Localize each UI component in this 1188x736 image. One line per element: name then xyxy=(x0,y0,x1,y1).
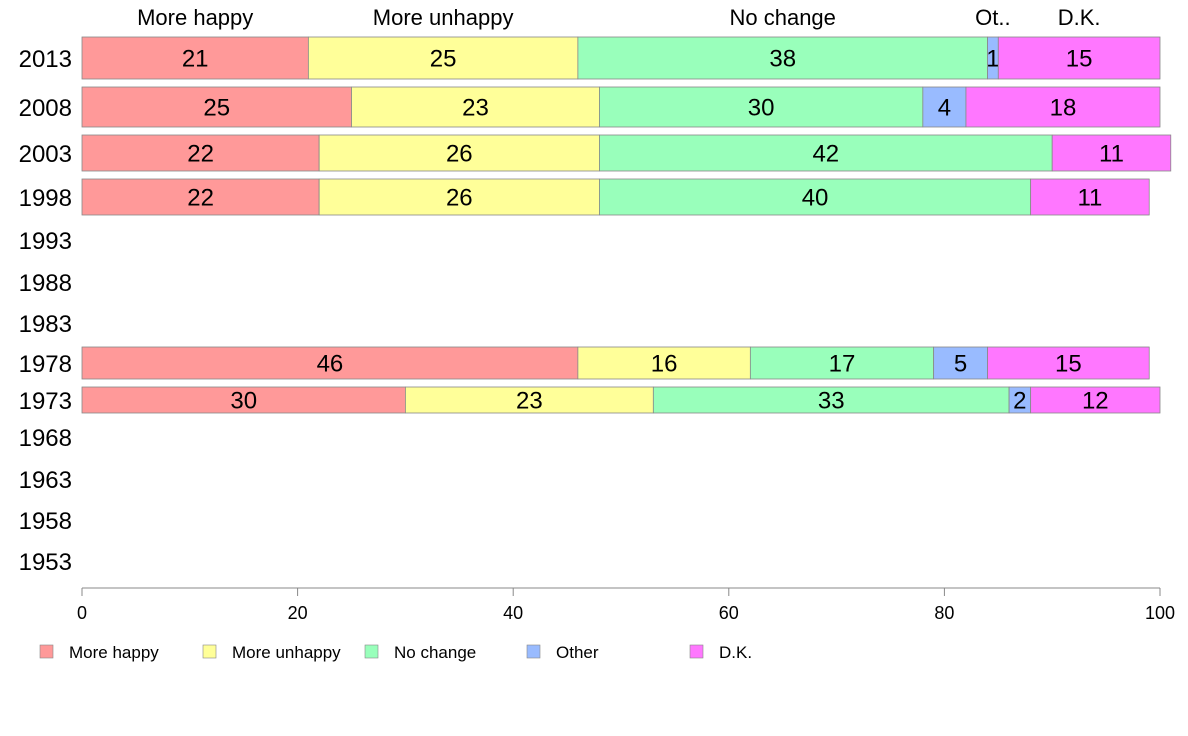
bar-segment-2003-1 xyxy=(318,134,600,172)
legend-swatch-4 xyxy=(689,644,704,659)
bar-segment-1978-0 xyxy=(81,346,579,380)
bar-label-2013-2: 38 xyxy=(769,46,796,73)
bar-label-1973-2: 33 xyxy=(818,388,845,415)
year-label-1978: 1978 xyxy=(19,351,72,378)
year-label-1963: 1963 xyxy=(19,467,72,494)
bar-label-1973-1: 23 xyxy=(516,388,543,415)
year-label-1983: 1983 xyxy=(19,311,72,338)
year-label-1953: 1953 xyxy=(19,549,72,576)
bar-label-1978-2: 17 xyxy=(829,351,856,378)
bar-label-1973-3: 2 xyxy=(1013,388,1026,415)
bar-label-1978-3: 5 xyxy=(954,351,967,378)
bar-label-1978-1: 16 xyxy=(651,351,678,378)
bar-label-2008-4: 18 xyxy=(1050,95,1077,122)
bar-label-2008-1: 23 xyxy=(462,95,489,122)
bar-label-1973-0: 30 xyxy=(230,388,257,415)
header-label-2: No change xyxy=(729,5,835,30)
bar-label-2013-3: 1 xyxy=(986,46,999,73)
header-label-0: More happy xyxy=(137,5,253,30)
bar-segment-1973-1 xyxy=(404,386,654,414)
bar-segment-2003-4 xyxy=(1051,134,1172,172)
year-label-2013: 2013 xyxy=(19,46,72,73)
bar-segment-2013-0 xyxy=(81,36,309,80)
bar-segment-2008-1 xyxy=(351,86,600,128)
legend-swatch-2 xyxy=(364,644,379,659)
header-label-1: More unhappy xyxy=(373,5,514,30)
x-tick-label-80: 80 xyxy=(934,603,954,623)
bar-label-2008-2: 30 xyxy=(748,95,775,122)
bar-label-2008-0: 25 xyxy=(203,95,230,122)
bar-label-2013-4: 15 xyxy=(1066,46,1093,73)
year-label-1993: 1993 xyxy=(19,228,72,255)
bar-segment-2008-3 xyxy=(922,86,967,128)
x-tick-label-20: 20 xyxy=(288,603,308,623)
legend-label-3: Other xyxy=(556,643,599,662)
bar-label-2003-0: 22 xyxy=(187,141,214,168)
x-tick-label-0: 0 xyxy=(77,603,87,623)
legend-swatch-0 xyxy=(39,644,54,659)
bar-segment-2013-4 xyxy=(997,36,1161,80)
year-label-2008: 2008 xyxy=(19,95,72,122)
year-label-2003: 2003 xyxy=(19,141,72,168)
legend-label-1: More unhappy xyxy=(232,643,341,662)
bar-label-2013-1: 25 xyxy=(430,46,457,73)
x-tick-label-100: 100 xyxy=(1145,603,1175,623)
bar-segment-1998-1 xyxy=(318,178,600,216)
year-label-1973: 1973 xyxy=(19,388,72,415)
bar-segment-2003-2 xyxy=(599,134,1053,172)
bar-segment-2013-1 xyxy=(307,36,579,80)
legend-label-0: More happy xyxy=(69,643,159,662)
header-label-3: Ot.. xyxy=(975,5,1010,30)
year-label-1998: 1998 xyxy=(19,185,72,212)
bar-segment-1978-4 xyxy=(987,346,1150,380)
legend-label-2: No change xyxy=(394,643,476,662)
bar-label-1998-4: 11 xyxy=(1077,185,1102,212)
bar-segment-2003-0 xyxy=(81,134,320,172)
x-tick-label-60: 60 xyxy=(719,603,739,623)
bar-segment-1973-2 xyxy=(652,386,1010,414)
legend-swatch-3 xyxy=(526,644,541,659)
legend-swatch-1 xyxy=(202,644,217,659)
bar-label-2013-0: 21 xyxy=(182,46,209,73)
bar-label-1978-0: 46 xyxy=(317,351,344,378)
bar-segment-2008-0 xyxy=(81,86,352,128)
x-tick-label-40: 40 xyxy=(503,603,523,623)
bar-label-1998-1: 26 xyxy=(446,185,473,212)
bar-label-1998-2: 40 xyxy=(802,185,829,212)
bar-segment-2013-2 xyxy=(577,36,988,80)
bar-label-1973-4: 12 xyxy=(1082,388,1109,415)
bar-label-2008-3: 4 xyxy=(938,95,951,122)
bar-segment-2008-4 xyxy=(965,86,1161,128)
bar-label-2003-4: 11 xyxy=(1099,141,1124,168)
legend-label-4: D.K. xyxy=(719,643,752,662)
bar-segment-2008-2 xyxy=(599,86,924,128)
header-label-4: D.K. xyxy=(1058,5,1101,30)
year-label-1988: 1988 xyxy=(19,270,72,297)
bar-segment-1978-1 xyxy=(577,346,751,380)
year-label-1968: 1968 xyxy=(19,425,72,452)
bar-segment-1998-0 xyxy=(81,178,320,216)
bar-label-1978-4: 15 xyxy=(1055,351,1082,378)
bar-segment-1998-4 xyxy=(1030,178,1150,216)
bar-label-2003-2: 42 xyxy=(812,141,839,168)
bar-segment-1973-4 xyxy=(1030,386,1161,414)
bar-label-2003-1: 26 xyxy=(446,141,473,168)
bar-label-1998-0: 22 xyxy=(187,185,214,212)
year-label-1958: 1958 xyxy=(19,508,72,535)
